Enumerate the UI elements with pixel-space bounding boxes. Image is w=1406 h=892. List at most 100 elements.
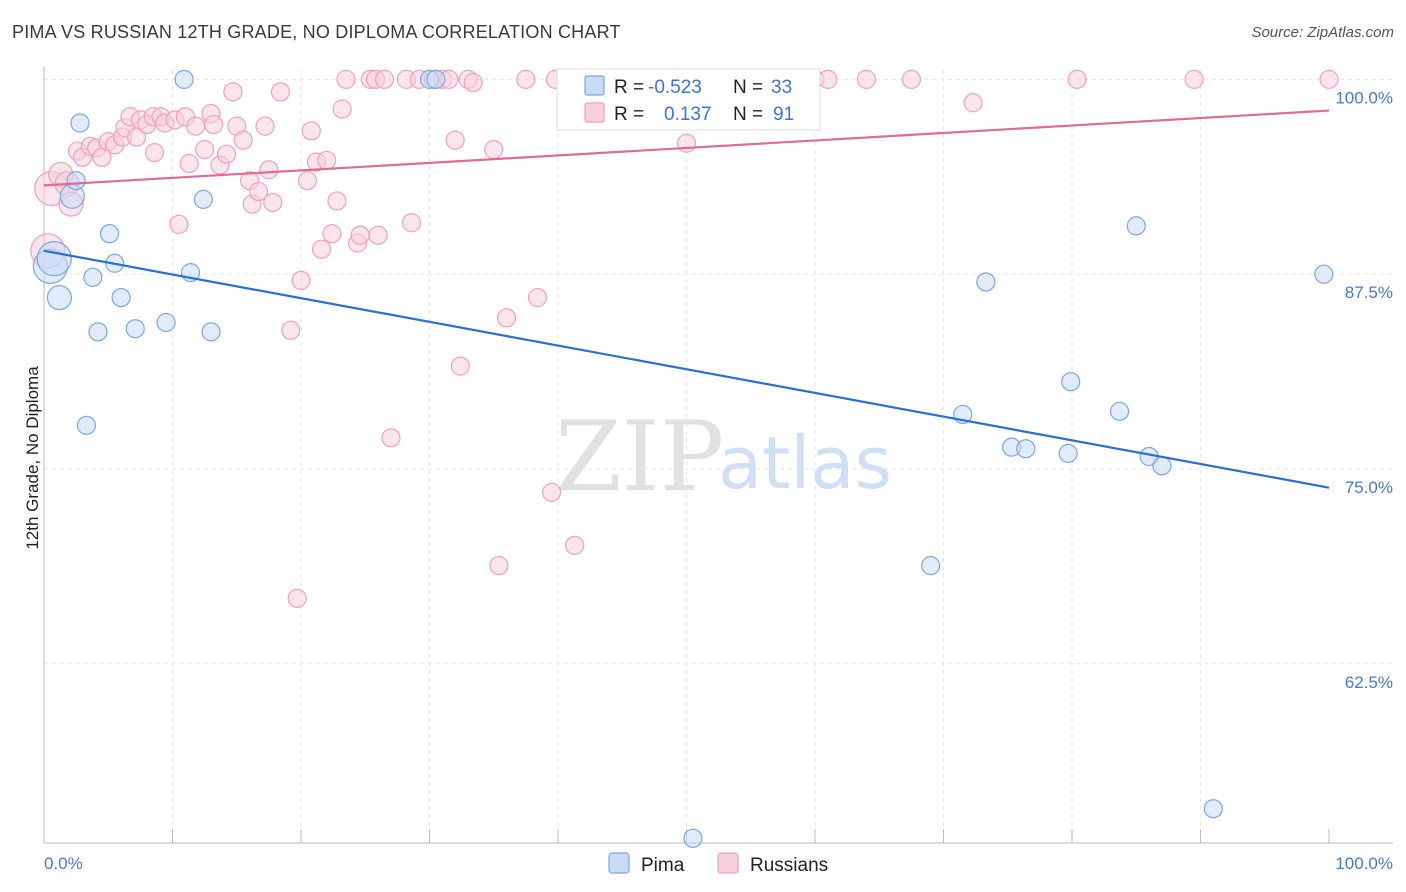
legend-label-russians: Russians: [750, 855, 828, 876]
russians-points: [30, 69, 1339, 608]
russians-point: [169, 214, 189, 234]
pima-point: [70, 113, 90, 133]
russians-point: [818, 69, 838, 89]
y-tick-label: 62.5%: [1345, 673, 1393, 692]
pima-point: [201, 322, 221, 342]
legend-swatch-pima: [608, 852, 630, 874]
russians-point: [322, 224, 342, 244]
y-tick-label: 87.5%: [1345, 283, 1393, 302]
russians-point: [281, 320, 301, 340]
russians-point: [489, 556, 509, 576]
pima-r-value: -0.523: [648, 77, 702, 98]
pima-stat-swatch: [584, 75, 605, 96]
russians-point: [497, 308, 517, 328]
pima-point: [36, 240, 72, 277]
russians-r-label: R =: [614, 104, 644, 125]
russians-point: [255, 116, 275, 136]
russians-point: [368, 225, 388, 245]
russians-point: [516, 69, 536, 89]
pima-point: [88, 322, 108, 342]
russians-r-value: 0.137: [664, 104, 712, 125]
russians-point: [233, 130, 253, 150]
russians-point: [901, 69, 921, 89]
russians-point: [445, 130, 465, 150]
russians-n-value: 91: [773, 104, 794, 125]
pima-point: [46, 284, 73, 311]
pima-point: [1016, 439, 1036, 459]
russians-point: [336, 69, 356, 89]
russians-point: [1184, 69, 1204, 89]
x-tick-label: 0.0%: [44, 854, 83, 873]
source-label: Source: ZipAtlas.com: [1251, 24, 1394, 41]
russians-point: [259, 160, 279, 180]
russians-point: [195, 139, 215, 160]
pima-point: [1109, 401, 1130, 421]
trend-lines: [43, 109, 1330, 489]
russians-point: [963, 93, 983, 113]
pima-point: [976, 272, 996, 292]
russians-point: [291, 270, 311, 291]
pima-point: [426, 69, 446, 89]
russians-point: [311, 239, 332, 259]
russians-stat-swatch: [584, 102, 605, 123]
pima-point: [174, 69, 194, 89]
pima-point: [83, 267, 103, 287]
pima-point: [156, 312, 176, 333]
watermark-zip: ZIP: [555, 401, 724, 513]
pima-trend-line: [43, 249, 1330, 489]
russians-point: [541, 482, 562, 502]
russians-point: [401, 213, 422, 233]
legend-swatch-russians: [717, 852, 739, 874]
pima-point: [111, 287, 131, 308]
y-axis-label: 12th Grade, No Diploma: [23, 366, 42, 550]
pima-point: [76, 415, 97, 435]
tick-labels: 62.5% 75.0% 87.5% 100.0% 0.0% 100.0%: [44, 88, 1393, 873]
russians-point: [527, 287, 548, 308]
russians-point: [350, 225, 370, 245]
x-tick-label: 100.0%: [1335, 854, 1393, 873]
russians-point: [374, 69, 395, 89]
pima-point: [1314, 264, 1334, 284]
russians-point: [676, 133, 697, 153]
pima-point: [193, 189, 213, 209]
pima-point: [125, 319, 145, 339]
y-tick-label: 100.0%: [1335, 88, 1393, 107]
russians-point: [450, 356, 470, 376]
russians-point: [856, 69, 877, 89]
pima-n-value: 33: [771, 77, 792, 98]
russians-point: [270, 82, 291, 102]
russians-point: [332, 99, 352, 119]
russians-point: [484, 139, 504, 160]
pima-point: [1203, 799, 1223, 819]
russians-n-label: N =: [733, 104, 763, 125]
russians-point: [248, 181, 269, 202]
russians-point: [179, 153, 199, 174]
russians-point: [301, 121, 321, 141]
russians-point: [317, 150, 337, 171]
russians-point: [263, 192, 283, 213]
russians-point: [1319, 69, 1339, 89]
russians-point: [287, 588, 307, 608]
pima-point: [683, 828, 703, 848]
pima-points: [32, 69, 1334, 848]
russians-point: [216, 144, 237, 164]
russians-point: [186, 116, 206, 136]
russians-point: [204, 114, 224, 135]
russians-trend-line: [43, 109, 1330, 187]
russians-point: [1067, 69, 1087, 89]
chart-title: PIMA VS RUSSIAN 12TH GRADE, NO DIPLOMA C…: [12, 22, 621, 42]
pima-point: [1126, 216, 1146, 236]
stats-box: R = -0.523 N = 33 R = 0.137 N = 91: [556, 68, 821, 131]
pima-n-label: N =: [733, 77, 763, 98]
pima-point: [1152, 456, 1172, 476]
russians-point: [565, 535, 585, 555]
legend: Pima Russians: [608, 852, 828, 876]
pima-point: [1058, 443, 1078, 463]
russians-point: [223, 82, 243, 102]
russians-point: [327, 191, 347, 211]
pima-r-label: R =: [614, 77, 644, 98]
pima-point: [1061, 372, 1081, 392]
russians-point: [144, 143, 165, 163]
watermark-atlas: atlas: [718, 421, 892, 505]
